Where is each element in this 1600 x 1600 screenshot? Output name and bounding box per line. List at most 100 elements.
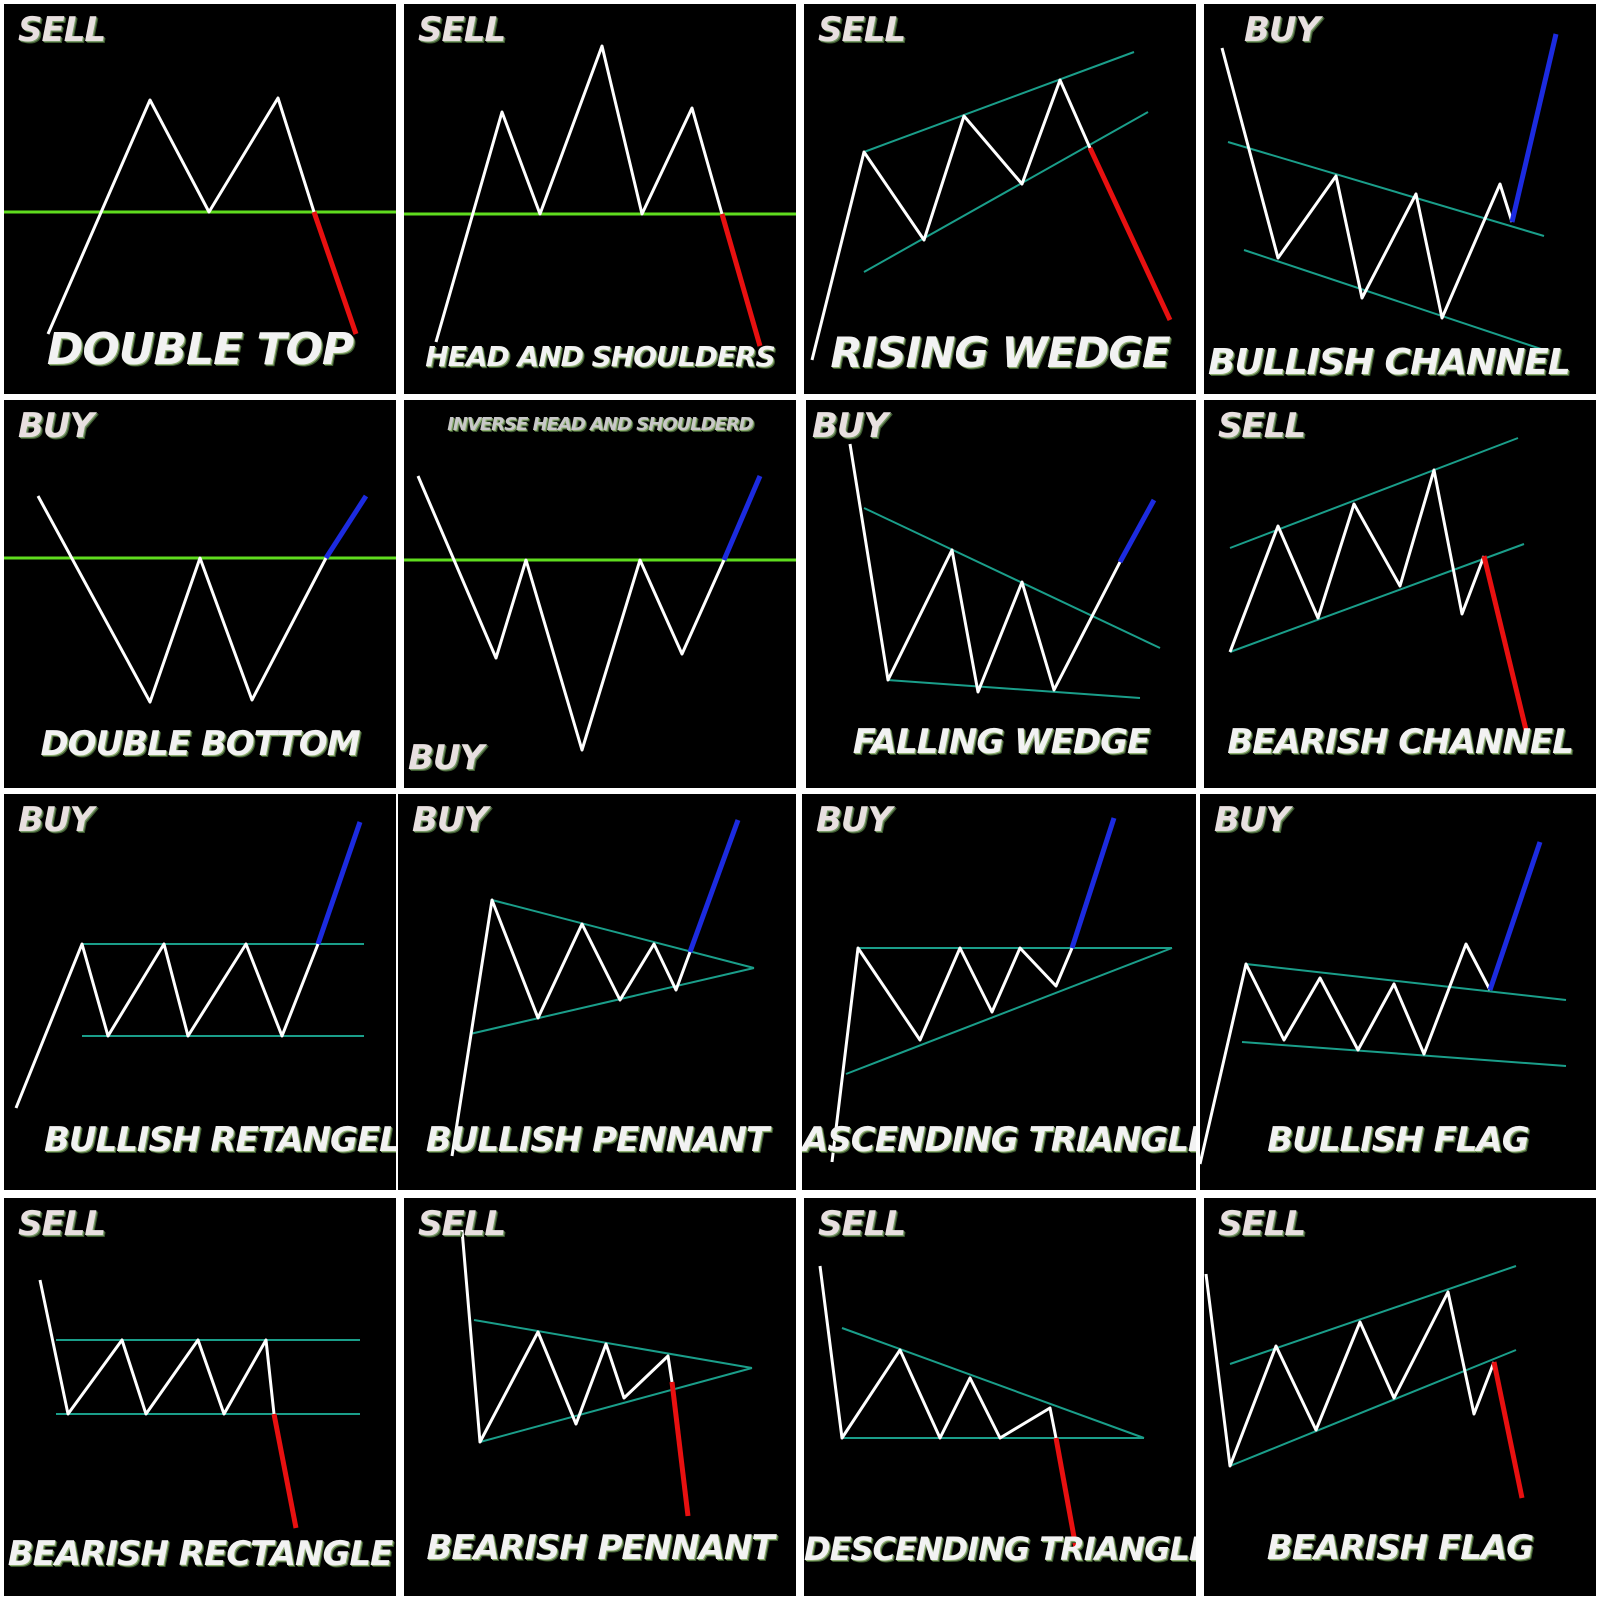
- signal-label: SELL: [418, 1204, 506, 1244]
- breakout-arrow: [1053, 1437, 1079, 1549]
- pattern-title: BULLISH FLAG: [1267, 1120, 1529, 1160]
- breakout-arrow: [315, 821, 363, 945]
- price-line: [848, 443, 1122, 694]
- bearish-flag-diagram: [1204, 1265, 1525, 1499]
- price-line: [818, 1265, 1058, 1440]
- signal-label: BUY: [18, 800, 94, 840]
- bearish-rectangle-diagram: [38, 1279, 360, 1529]
- breakout-arrow: [1117, 498, 1157, 564]
- panel-double-top: SELL DOUBLE TOP: [4, 4, 396, 394]
- signal-label: SELL: [18, 10, 106, 50]
- pattern-title: BULLISH PENNANT: [425, 1120, 769, 1160]
- signal-label: SELL: [18, 1204, 106, 1244]
- panel-rising-wedge: SELL RISING WEDGE: [804, 4, 1196, 394]
- lower-trendline: [469, 967, 755, 1035]
- upper-trendline: [1227, 141, 1545, 237]
- price-line: [1200, 942, 1492, 1165]
- pattern-title: DOUBLE TOP: [46, 324, 354, 375]
- upper-trendline: [863, 507, 1161, 649]
- breakout-arrow: [1491, 1361, 1525, 1499]
- price-line: [434, 44, 724, 343]
- ascending-triangle-diagram: [830, 817, 1173, 1163]
- price-line: [450, 898, 692, 1157]
- panel-bullish-flag: BUY BULLISH FLAG: [1200, 794, 1596, 1190]
- bullish-channel-diagram: [1220, 33, 1559, 351]
- breakout-arrow: [719, 213, 763, 347]
- price-line: [46, 96, 316, 335]
- breakout-arrow: [1087, 146, 1173, 322]
- pattern-title: RISING WEDGE: [830, 328, 1170, 377]
- lower-trendline: [1241, 1041, 1567, 1067]
- signal-label: SELL: [818, 1204, 906, 1244]
- pattern-title: BEARISH CHANNEL: [1227, 722, 1574, 762]
- signal-label: SELL: [1218, 406, 1306, 446]
- panel-double-bottom: BUY DOUBLE BOTTOM: [4, 400, 396, 788]
- breakout-arrow: [1509, 33, 1559, 223]
- pattern-title: INVERSE HEAD AND SHOULDERD: [447, 414, 754, 435]
- lower-trendline: [863, 111, 1149, 273]
- breakout-arrow: [1481, 555, 1529, 731]
- pattern-title: BULLISH RETANGEL: [44, 1120, 396, 1160]
- upper-trendline: [1229, 437, 1519, 549]
- lower-trendline: [887, 679, 1141, 699]
- double-bottom-diagram: [4, 494, 396, 704]
- breakout-arrow: [271, 1413, 299, 1529]
- upper-trendline: [863, 51, 1135, 153]
- breakout-arrow: [1487, 841, 1543, 991]
- bearish-pennant-diagram: [460, 1229, 753, 1517]
- signal-label: BUY: [1244, 10, 1320, 50]
- bullish-rectangle-diagram: [14, 821, 364, 1109]
- breakout-arrow: [721, 475, 763, 561]
- panel-bearish-flag: SELL BEARISH FLAG: [1204, 1198, 1596, 1596]
- price-line: [14, 942, 320, 1109]
- panel-inverse-head-and-shoulders: INVERSE HEAD AND SHOULDERD BUY: [404, 400, 796, 788]
- price-line: [1228, 468, 1486, 653]
- signal-label: BUY: [412, 800, 488, 840]
- rising-wedge-diagram: [810, 51, 1173, 361]
- signal-label: BUY: [18, 406, 94, 446]
- panel-bearish-pennant: SELL BEARISH PENNANT: [404, 1198, 796, 1596]
- lower-trendline: [1229, 1349, 1517, 1467]
- price-line: [416, 475, 726, 752]
- breakout-arrow: [1069, 817, 1117, 949]
- upper-trendline: [1245, 963, 1567, 1001]
- price-line: [38, 1279, 276, 1416]
- descending-triangle-diagram: [818, 1265, 1145, 1549]
- panel-bullish-pennant: BUY BULLISH PENNANT: [398, 794, 796, 1190]
- signal-label: BUY: [408, 738, 484, 778]
- upper-trendline: [841, 1327, 1145, 1439]
- signal-label: SELL: [418, 10, 506, 50]
- signal-label: SELL: [818, 10, 906, 50]
- price-line: [1204, 1273, 1496, 1468]
- upper-trendline: [491, 899, 755, 969]
- panel-descending-triangle: SELL DESCENDING TRIANGLE: [804, 1198, 1196, 1596]
- upper-trendline: [473, 1319, 753, 1369]
- pattern-title: ASCENDING TRIANGLE: [802, 1120, 1196, 1160]
- signal-label: SELL: [1218, 1204, 1306, 1244]
- lower-trendline: [845, 947, 1173, 1075]
- pattern-title: BULLISH CHANNEL: [1208, 342, 1571, 383]
- pattern-title: BEARISH RECTANGLE: [7, 1534, 394, 1574]
- breakout-arrow: [669, 1381, 691, 1517]
- breakout-arrow: [687, 819, 741, 953]
- price-line: [1220, 47, 1514, 320]
- head-and-shoulders-diagram: [404, 44, 796, 347]
- double-top-diagram: [4, 96, 396, 335]
- panel-bullish-rectangle: BUY BULLISH RETANGEL: [4, 794, 396, 1190]
- lower-trendline: [1243, 249, 1545, 351]
- bullish-pennant-diagram: [450, 819, 755, 1157]
- price-line: [830, 946, 1074, 1163]
- lower-trendline: [1229, 543, 1525, 653]
- pattern-title: BEARISH PENNANT: [426, 1528, 774, 1568]
- signal-label: BUY: [1214, 800, 1290, 840]
- panel-bullish-channel: BUY BULLISH CHANNEL: [1204, 4, 1596, 394]
- pattern-title: FALLING WEDGE: [852, 722, 1150, 762]
- signal-label: BUY: [816, 800, 892, 840]
- breakout-arrow: [311, 211, 359, 335]
- bearish-channel-diagram: [1228, 437, 1529, 731]
- pattern-title: DESCENDING TRIANGLE: [804, 1530, 1196, 1568]
- pattern-title: DOUBLE BOTTOM: [40, 724, 360, 764]
- pattern-title: BEARISH FLAG: [1266, 1528, 1534, 1568]
- bullish-flag-diagram: [1200, 841, 1567, 1165]
- falling-wedge-diagram: [848, 443, 1161, 699]
